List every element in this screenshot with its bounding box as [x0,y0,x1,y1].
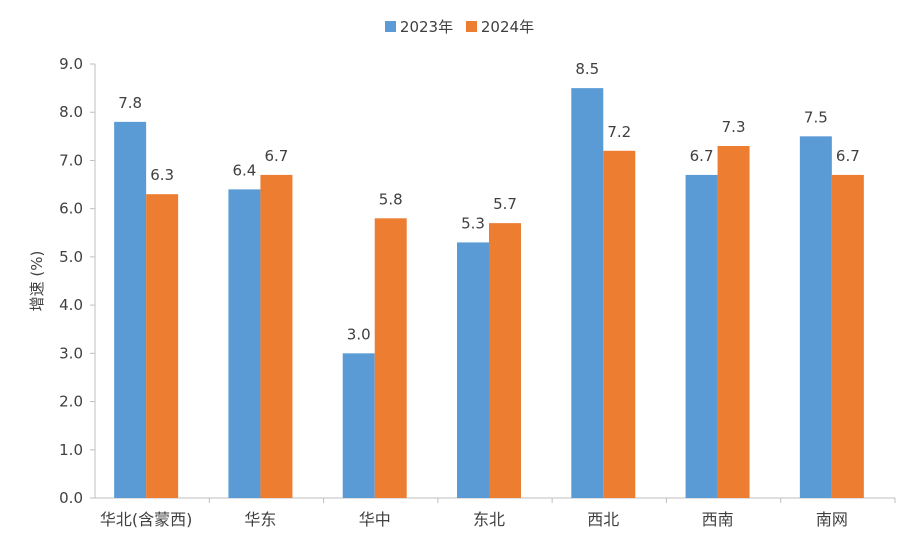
bar-2024 [717,145,750,498]
bar-2023 [457,242,489,498]
bar-2024 [146,194,179,498]
x-tick-label: 东北 [473,510,505,529]
bar-2024 [603,150,636,499]
bar-2024 [831,174,864,498]
x-tick-label: 华北(含蒙西) [100,510,193,529]
legend-label-2024: 2024年 [480,18,535,36]
bar-2023 [685,174,718,498]
data-label: 7.2 [607,123,631,141]
legend-swatch-2023 [384,21,396,32]
data-label: 7.3 [722,118,746,136]
data-label: 5.7 [493,195,517,213]
bar-2023 [228,189,261,498]
x-tick-label: 西北 [587,510,619,529]
y-tick-label: 3.0 [59,344,83,362]
y-tick-label: 4.0 [59,296,83,314]
data-label: 3.0 [347,325,371,343]
data-label: 6.7 [264,147,288,165]
y-tick-label: 5.0 [59,248,83,266]
y-tick-label: 1.0 [59,441,83,459]
data-label: 6.7 [690,147,714,165]
bar-2023 [342,353,375,498]
y-tick-label: 8.0 [59,103,83,121]
data-label: 5.3 [461,214,485,232]
data-label: 8.5 [575,60,599,78]
x-tick-label: 南网 [816,510,848,529]
bar-2023 [114,121,147,498]
y-axis-title: 增速 (%) [28,251,46,312]
legend-item-2024: 2024年 [465,16,535,37]
legend-label-2023: 2023年 [399,18,454,36]
y-tick-label: 9.0 [59,55,83,73]
bar-2024 [489,223,521,498]
x-tick-label: 华中 [359,510,391,529]
y-tick-label: 0.0 [59,489,83,507]
legend-swatch-2024 [465,21,477,32]
bar-2023 [571,88,604,498]
data-label: 6.4 [232,161,256,179]
data-label: 7.5 [804,108,828,126]
bar-2024 [260,174,293,498]
bar-2023 [799,136,832,499]
data-label: 5.8 [379,190,403,208]
data-label: 6.7 [836,147,860,165]
chart-legend: 2023年 2024年 [0,16,919,37]
x-tick-label: 华东 [244,510,276,529]
x-tick-label: 西南 [702,510,734,529]
data-label: 7.8 [118,94,142,112]
bar-2024 [374,218,407,499]
legend-item-2023: 2023年 [384,16,454,37]
y-tick-label: 6.0 [59,200,83,218]
y-tick-label: 7.0 [59,151,83,169]
y-tick-label: 2.0 [59,393,83,411]
data-label: 6.3 [150,166,174,184]
